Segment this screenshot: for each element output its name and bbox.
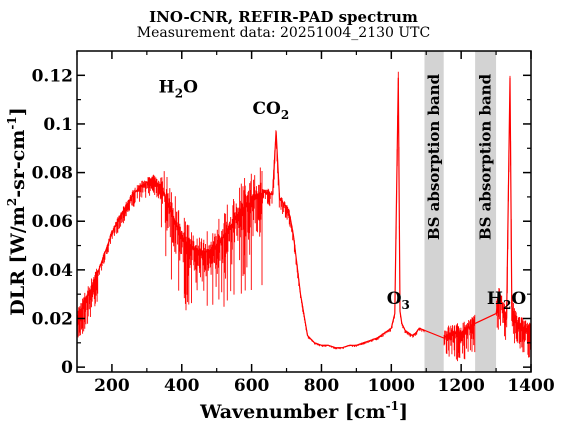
y-tick-label: 0.02 (32, 310, 73, 330)
absorption-band (424, 51, 444, 372)
chart-title: INO-CNR, REFIR-PAD spectrum (149, 8, 418, 26)
annotation-layer: H2O CO2 O3 H2O (159, 77, 527, 312)
molecule-label: O3 (387, 289, 410, 312)
band-layer: BS absorption band BS absorption band (424, 51, 497, 372)
molecule-label: CO2 (252, 99, 289, 122)
molecule-label: H2O (487, 289, 526, 312)
band-label: BS absorption band (425, 73, 443, 240)
x-tick-label: 400 (164, 376, 200, 396)
y-tick-label: 0.12 (32, 66, 73, 86)
x-tick-label: 1000 (368, 376, 415, 396)
x-axis-label: Wavenumber [cm-1] (199, 399, 408, 423)
x-tick-label: 200 (94, 376, 130, 396)
chart-subtitle: Measurement data: 20251004_2130 UTC (136, 25, 431, 41)
x-tick-label: 1200 (437, 376, 484, 396)
x-tick-label: 1400 (507, 376, 554, 396)
y-tick-label: 0.08 (32, 164, 73, 184)
series-layer (76, 71, 532, 362)
absorption-band (475, 51, 497, 372)
spectrum-line (76, 77, 532, 349)
y-tick-label: 0.04 (32, 261, 74, 281)
molecule-label: H2O (159, 77, 198, 100)
y-axis-label: DLR [W/m2-sr-cm-1] (5, 107, 29, 315)
plot-frame (76, 50, 532, 373)
y-tick-label: 0.06 (32, 212, 73, 232)
y-tick-label: 0 (61, 358, 73, 378)
x-tick-label: 800 (304, 376, 340, 396)
spectrum-noise (77, 71, 531, 362)
band-label: BS absorption band (477, 73, 495, 240)
x-tick-label: 600 (234, 376, 270, 396)
y-axis: 0 0.02 0.04 0.06 0.08 0.1 0.12 (32, 66, 531, 378)
y-tick-label: 0.1 (43, 115, 73, 135)
x-axis: 200 400 600 800 1000 1200 1400 (76, 51, 555, 396)
